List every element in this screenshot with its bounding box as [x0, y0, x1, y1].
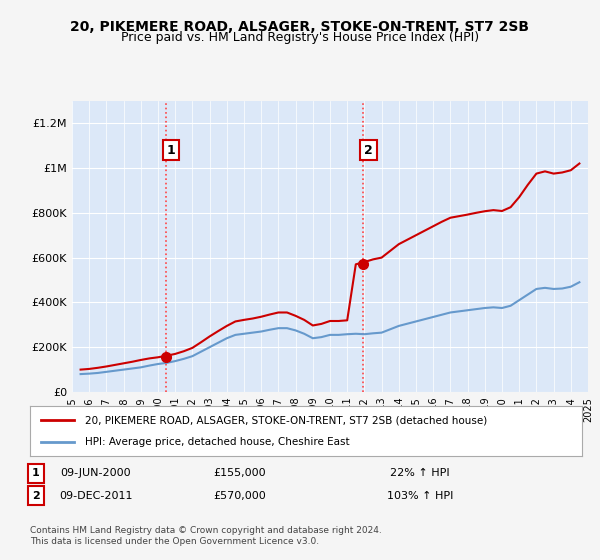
- Text: 20, PIKEMERE ROAD, ALSAGER, STOKE-ON-TRENT, ST7 2SB: 20, PIKEMERE ROAD, ALSAGER, STOKE-ON-TRE…: [71, 20, 530, 34]
- Text: £155,000: £155,000: [214, 468, 266, 478]
- Text: Price paid vs. HM Land Registry's House Price Index (HPI): Price paid vs. HM Land Registry's House …: [121, 31, 479, 44]
- Text: £570,000: £570,000: [214, 491, 266, 501]
- Text: 09-JUN-2000: 09-JUN-2000: [61, 468, 131, 478]
- Text: 1: 1: [166, 143, 175, 157]
- Text: Contains HM Land Registry data © Crown copyright and database right 2024.
This d: Contains HM Land Registry data © Crown c…: [30, 526, 382, 546]
- Text: 2: 2: [364, 143, 373, 157]
- Text: 22% ↑ HPI: 22% ↑ HPI: [390, 468, 450, 478]
- Text: 09-DEC-2011: 09-DEC-2011: [59, 491, 133, 501]
- Text: 20, PIKEMERE ROAD, ALSAGER, STOKE-ON-TRENT, ST7 2SB (detached house): 20, PIKEMERE ROAD, ALSAGER, STOKE-ON-TRE…: [85, 415, 487, 425]
- Text: 103% ↑ HPI: 103% ↑ HPI: [387, 491, 453, 501]
- Text: 2: 2: [32, 491, 40, 501]
- Text: 1: 1: [32, 468, 40, 478]
- Text: HPI: Average price, detached house, Cheshire East: HPI: Average price, detached house, Ches…: [85, 437, 350, 447]
